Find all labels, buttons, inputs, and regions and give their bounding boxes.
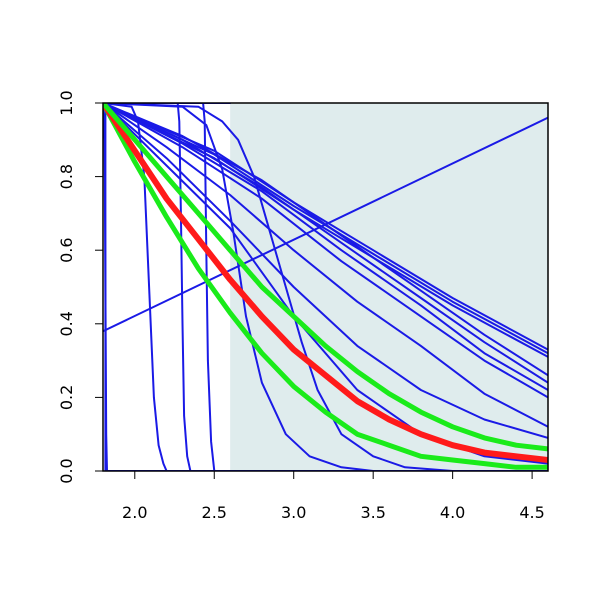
- series-line-blue-gradual-4: [103, 103, 548, 399]
- x-tick-label: 4.0: [440, 503, 465, 522]
- series-line-blue-gradual-2: [103, 103, 548, 439]
- series-line-blue-near-linear-3: [103, 103, 548, 351]
- series-line-blue-near-linear-1: [103, 103, 548, 358]
- y-tick-label: 0.6: [57, 237, 76, 262]
- series-line-blue-rising-line: [103, 116, 548, 333]
- x-tick-label: 4.5: [519, 503, 544, 522]
- y-tick-label: 0.4: [57, 311, 76, 336]
- series-line-green-upper: [103, 103, 548, 452]
- y-tick-label: 0.8: [57, 164, 76, 189]
- series-lines: [103, 103, 548, 471]
- shaded-region: [230, 103, 548, 471]
- series-line-blue-sigmoid-1: [103, 103, 548, 471]
- series-line-blue-steep-4: [103, 103, 548, 471]
- series-line-blue-steep-3: [103, 103, 548, 471]
- x-tick-label: 3.0: [281, 503, 306, 522]
- y-tick-label: 0.2: [57, 385, 76, 410]
- x-tick-label: 2.5: [202, 503, 227, 522]
- series-line-red-center: [103, 103, 548, 463]
- series-line-blue-near-linear-2: [103, 103, 548, 355]
- y-axis: 0.0 0.2 0.4 0.6 0.8 1.0: [57, 90, 103, 484]
- y-tick-label: 1.0: [57, 90, 76, 115]
- plot-box: [102, 102, 549, 472]
- x-tick-label: 2.0: [122, 503, 147, 522]
- x-tick-label: 3.5: [360, 503, 385, 522]
- series-line-blue-gradual-3: [103, 103, 548, 428]
- y-tick-label: 0.0: [57, 458, 76, 483]
- series-line-blue-steep-2: [103, 103, 548, 471]
- x-axis: 2.0 2.5 3.0 3.5 4.0 4.5: [122, 471, 545, 522]
- series-line-green-lower: [103, 103, 548, 470]
